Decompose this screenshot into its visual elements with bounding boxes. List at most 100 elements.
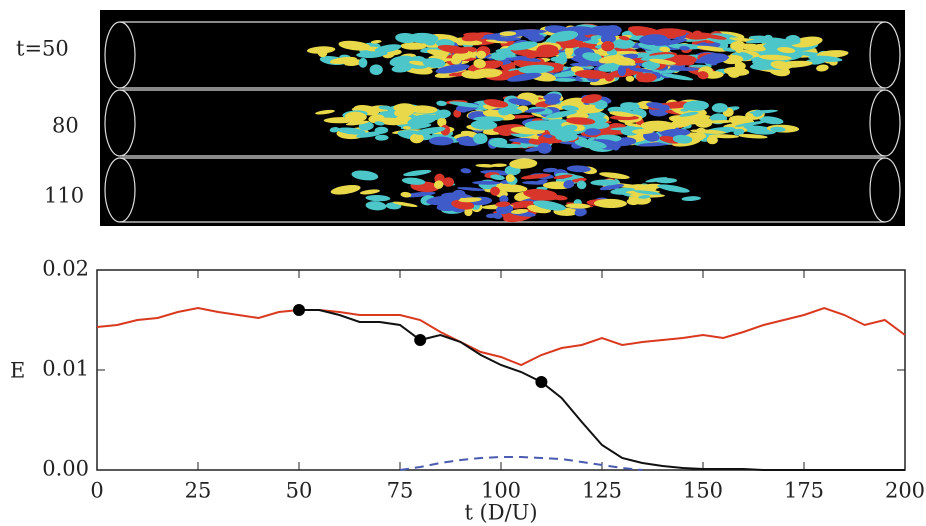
structure (744, 124, 753, 129)
structure (491, 163, 507, 168)
structure (374, 126, 389, 134)
structure (391, 64, 412, 73)
structure (604, 25, 622, 35)
structure (730, 40, 746, 51)
x-tick-label: 175 (784, 479, 824, 503)
structure (696, 45, 728, 52)
structure (694, 132, 707, 139)
structure (657, 184, 690, 193)
structure (639, 34, 668, 46)
structure (365, 201, 387, 211)
structure (509, 158, 538, 169)
structure (359, 189, 380, 195)
structure (499, 195, 509, 204)
structure (598, 62, 624, 72)
structure (344, 59, 364, 67)
structure (723, 66, 750, 76)
x-tick-label: 100 (481, 479, 521, 503)
structure (365, 195, 391, 202)
structure (790, 38, 801, 45)
structure (374, 121, 385, 126)
structure (456, 39, 483, 46)
structure (592, 117, 608, 123)
structure (574, 208, 587, 217)
structure (593, 198, 627, 209)
structure (560, 124, 578, 133)
structure (683, 100, 709, 112)
structure (392, 201, 418, 207)
structure (582, 52, 602, 62)
structure (634, 183, 663, 191)
structure (759, 116, 784, 125)
structure (574, 139, 607, 149)
structure (529, 195, 561, 201)
structure (458, 197, 482, 203)
structure (437, 117, 447, 127)
structures (306, 23, 849, 223)
structure (315, 109, 335, 115)
y-axis-label: E (10, 359, 25, 383)
structure (654, 38, 688, 46)
structure (470, 120, 498, 130)
structure (533, 200, 566, 211)
structure (451, 57, 462, 65)
series-line (96, 306, 906, 367)
structure (453, 109, 462, 118)
structure (437, 44, 469, 54)
structure (679, 45, 690, 51)
structure (618, 35, 630, 41)
structure (472, 68, 503, 78)
structure (745, 38, 776, 44)
structure (518, 64, 555, 74)
structure (611, 141, 620, 151)
structure (492, 143, 526, 149)
structure (595, 101, 608, 110)
structure (557, 54, 567, 64)
structure (451, 199, 475, 210)
structure (733, 128, 745, 136)
structure (524, 120, 561, 131)
structure (394, 106, 415, 118)
structure (598, 54, 625, 64)
structure (410, 133, 424, 144)
structure (460, 168, 472, 174)
structure (400, 191, 412, 198)
structure (659, 46, 671, 53)
structure (637, 72, 657, 83)
structure (697, 71, 709, 80)
structure (472, 180, 501, 185)
structure (409, 105, 438, 114)
y-tick-label: 0.02 (42, 257, 89, 281)
structure (378, 105, 392, 110)
structure (449, 101, 481, 108)
structure (473, 58, 486, 69)
structure (563, 180, 575, 189)
structure (610, 127, 642, 131)
structure (351, 170, 379, 181)
structure (702, 34, 727, 40)
structure (401, 177, 426, 185)
marker (535, 376, 548, 388)
structure (655, 177, 678, 184)
structure (624, 122, 642, 128)
structure (356, 131, 383, 138)
structure (741, 54, 753, 59)
structure (666, 67, 700, 71)
x-tick-label: 75 (387, 479, 414, 503)
structure (770, 126, 786, 133)
structure (483, 99, 509, 108)
series-line (399, 456, 643, 471)
structure (694, 55, 730, 64)
structure (590, 179, 620, 186)
structure (612, 38, 635, 49)
y-tick-label: 0.00 (42, 457, 89, 481)
structure (544, 98, 561, 105)
structure (763, 41, 791, 48)
structure (369, 64, 383, 76)
structure (629, 67, 654, 73)
structure (601, 32, 614, 40)
x-tick-label: 125 (582, 479, 622, 503)
structure (576, 180, 587, 190)
structure (495, 201, 511, 207)
structure (661, 73, 694, 81)
